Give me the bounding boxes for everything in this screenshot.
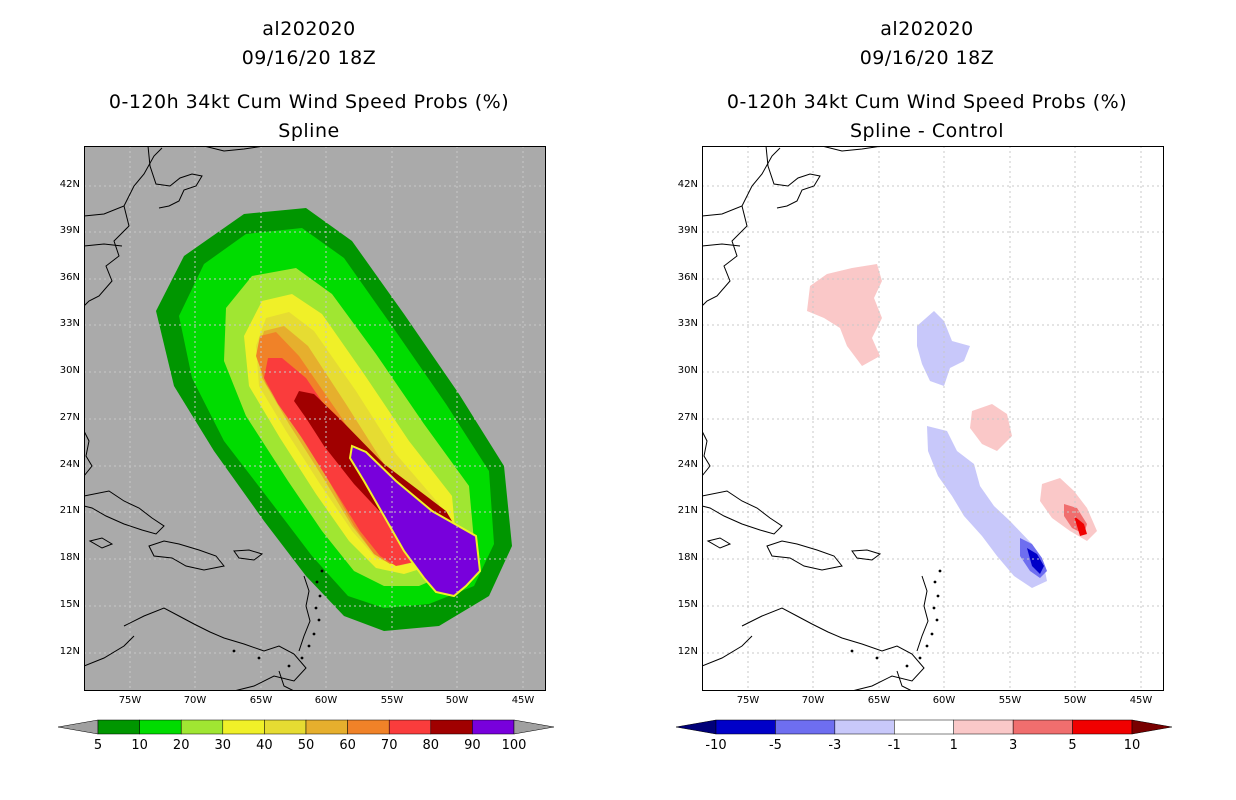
lat-tick-label: 30N [677, 365, 698, 376]
colorbar-tick-label: 40 [256, 738, 273, 753]
plot-subtitle: Spline - Control [849, 120, 1005, 142]
lat-tick-label: 27N [59, 412, 80, 423]
datetime: 09/16/20 18Z [859, 47, 995, 69]
lat-tick-label: 15N [677, 599, 698, 610]
lon-tick-label: 70W [801, 695, 825, 706]
colorbar-segment [834, 719, 895, 735]
plot-title: 0-120h 34kt Cum Wind Speed Probs (%) [108, 91, 510, 113]
lon-tick-label: 60W [314, 695, 338, 706]
lat-tick-label: 18N [677, 552, 698, 563]
storm-id: al202020 [262, 18, 356, 40]
colorbar-segment [264, 719, 307, 735]
colorbar-tick-label: 5 [94, 738, 102, 753]
colorbar-tick-label: 10 [1124, 738, 1141, 753]
map-border [84, 146, 546, 691]
lat-tick-label: 12N [59, 646, 80, 657]
colorbar-segment [97, 719, 140, 735]
coastlines [84, 146, 311, 691]
colorbar-high-arrow [513, 719, 555, 735]
lat-tick-label: 36N [59, 272, 80, 283]
left-colorbar: 5 10 20 30 40 50 60 70 80 90 100 [57, 718, 555, 758]
lat-tick-label: 33N [677, 318, 698, 329]
left-panel: al202020 09/16/20 18Z 0-120h 34kt Cum Wi… [57, 18, 555, 758]
colorbar-segment [894, 719, 954, 735]
right-panel: al202020 09/16/20 18Z 0-120h 34kt Cum Wi… [618, 0, 1236, 800]
colorbar-tick-label: 3 [1009, 738, 1017, 753]
colorbar-tick-label: 60 [339, 738, 356, 753]
lat-tick-label: 30N [59, 365, 80, 376]
lat-tick-label: 42N [59, 179, 80, 190]
plot-subtitle: Spline [278, 120, 340, 142]
lon-tick-label: 75W [118, 695, 142, 706]
colorbar-tick-label: 80 [423, 738, 440, 753]
colorbar-tick-label: -3 [828, 738, 841, 753]
lat-tick-label: 21N [677, 505, 698, 516]
colorbar-tick-label: -1 [888, 738, 901, 753]
lon-tick-label: 70W [183, 695, 207, 706]
lon-tick-label: 75W [736, 695, 760, 706]
colorbar-segment [388, 719, 432, 735]
right-map [702, 146, 1164, 691]
lon-tick-label: 65W [867, 695, 891, 706]
lat-tick-label: 39N [677, 225, 698, 236]
colorbar-segment [139, 719, 182, 735]
colorbar-tick-label: 30 [215, 738, 232, 753]
lat-tick-label: 27N [677, 412, 698, 423]
coastlines [702, 146, 929, 691]
lat-tick-label: 24N [59, 459, 80, 470]
storm-id: al202020 [880, 18, 974, 40]
lon-tick-label: 55W [998, 695, 1022, 706]
map-border [702, 146, 1164, 691]
lat-tick-label: 15N [59, 599, 80, 610]
colorbar-tick-label: 90 [464, 738, 481, 753]
colorbar-tick-label: 10 [131, 738, 148, 753]
colorbar-high-arrow [1131, 719, 1173, 735]
lon-tick-label: 65W [249, 695, 273, 706]
colorbar-segment [305, 719, 348, 735]
datetime: 09/16/20 18Z [241, 47, 377, 69]
colorbar-tick-label: -5 [769, 738, 782, 753]
left-map [84, 146, 546, 691]
colorbar-low-arrow [675, 719, 717, 735]
lat-tick-label: 18N [59, 552, 80, 563]
lon-tick-label: 55W [380, 695, 404, 706]
colorbar-segment [472, 719, 515, 735]
lat-tick-label: 42N [677, 179, 698, 190]
colorbar-segment [1012, 719, 1073, 735]
lat-tick-label: 33N [59, 318, 80, 329]
lat-tick-label: 39N [59, 225, 80, 236]
colorbar-tick-label: 20 [173, 738, 190, 753]
lon-tick-label: 45W [1129, 695, 1153, 706]
plot-title: 0-120h 34kt Cum Wind Speed Probs (%) [726, 91, 1128, 113]
colorbar-tick-label: -10 [705, 738, 726, 753]
colorbar-segment [775, 719, 836, 735]
right-colorbar: -10 -5 -3 -1 1 3 5 10 [675, 718, 1173, 758]
colorbar-tick-label: 100 [502, 738, 527, 753]
lon-tick-label: 50W [445, 695, 469, 706]
colorbar-segment [347, 719, 390, 735]
colorbar-tick-label: 5 [1068, 738, 1076, 753]
difference-contours [807, 264, 1097, 588]
lon-tick-label: 45W [511, 695, 535, 706]
lat-tick-label: 12N [677, 646, 698, 657]
colorbar-low-arrow [57, 719, 99, 735]
colorbar-tick-label: 70 [381, 738, 398, 753]
colorbar-segment [430, 719, 473, 735]
lat-tick-label: 21N [59, 505, 80, 516]
lon-tick-label: 60W [932, 695, 956, 706]
colorbar-segment [180, 719, 224, 735]
colorbar-segment [222, 719, 265, 735]
colorbar-segment [953, 719, 1014, 735]
lon-tick-label: 50W [1063, 695, 1087, 706]
colorbar-tick-label: 50 [298, 738, 315, 753]
lat-tick-label: 36N [677, 272, 698, 283]
colorbar-segment [715, 719, 776, 735]
colorbar-segment [1072, 719, 1133, 735]
colorbar-tick-label: 1 [950, 738, 958, 753]
lat-tick-label: 24N [677, 459, 698, 470]
